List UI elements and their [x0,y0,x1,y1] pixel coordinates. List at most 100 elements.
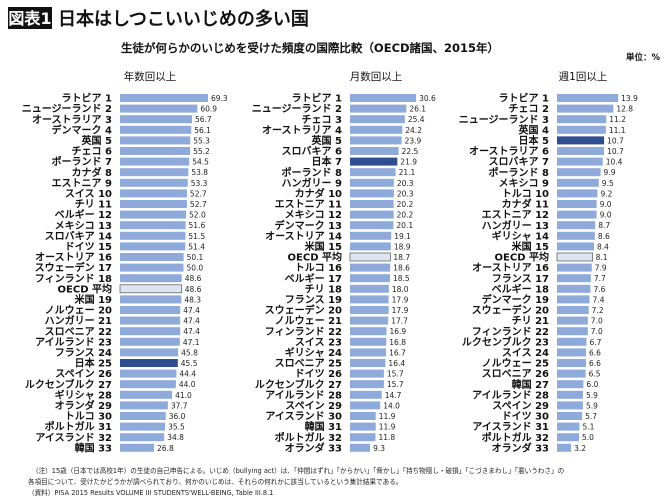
value-label: 9.9 [604,168,616,177]
country-label: ルクセンブルク 23 [462,335,549,348]
value-label: 18.5 [393,274,410,283]
bar [557,94,619,102]
country-label: 日本 7 [312,155,342,168]
bar-oecd-average [349,252,391,262]
country-label: ポーランド 8 [489,166,549,179]
value-label: 15.7 [387,370,404,379]
country-label: アイスランド 31 [472,421,549,433]
bar [350,412,376,420]
value-label: 54.5 [192,158,209,167]
country-label: ギリシャ 14 [492,229,549,242]
bar [350,422,376,431]
bar [120,401,168,410]
country-label: エストニア 11 [275,199,342,211]
country-label: フィンランド 22 [472,326,549,338]
value-label: 53.3 [191,179,208,188]
value-label: 21.1 [399,168,416,177]
country-label: アイルランド 28 [265,389,342,401]
country-label: デンマーク 13 [275,219,342,232]
value-label: 15.7 [387,380,404,389]
bar [350,295,389,304]
bar [557,125,606,134]
country-label: ハンガリー 9 [282,176,342,189]
country-label: スロバキア 6 [282,146,342,158]
bar [120,231,186,240]
value-label: 34.8 [167,433,184,442]
country-label: チリ 11 [75,199,112,211]
country-label: トルコ 30 [65,411,112,423]
value-label: 17.7 [391,317,408,326]
value-label: 10.7 [607,147,624,156]
country-label: OECD 平均 [288,251,342,264]
country-label: カナダ 8 [72,166,112,179]
bar [120,147,191,155]
country-label: フィンランド 18 [35,273,112,285]
country-label: ポルトガル 32 [482,431,549,444]
bar [120,348,179,357]
value-label: 47.4 [183,327,200,336]
value-label: 8.1 [596,253,608,262]
country-label: ベルギー 17 [285,272,342,285]
value-label: 35.5 [168,423,185,432]
value-label: 8.7 [598,221,610,230]
country-label: スペイン 29 [285,400,342,412]
value-label: 20.2 [397,211,414,220]
bar [120,390,173,399]
country-label: スロベニア 22 [45,326,112,338]
country-label: ポーランド 7 [52,155,112,168]
value-label: 23.9 [405,136,422,145]
bar [120,200,187,208]
value-label: 3.2 [574,444,586,453]
value-label: 18.0 [392,285,409,294]
value-label: 16.7 [389,348,406,357]
bar [557,168,601,177]
country-label: ドイツ 30 [502,411,549,423]
bar [557,422,580,431]
value-label: 9.5 [602,179,614,188]
value-label: 6.6 [589,359,601,368]
bar [557,359,587,367]
value-label: 55.3 [193,136,210,145]
value-label: 7.2 [592,306,604,315]
bar [350,94,417,102]
country-label: 米国 15 [305,240,342,253]
note-line-2: 各項目について、受けたかどうかが調べられており、何かのいじめは、それらの何れかに… [28,477,402,486]
value-label: 16.8 [389,338,406,347]
value-label: 8.6 [598,232,610,241]
bar [120,422,166,431]
value-label: 11.2 [609,115,626,124]
country-label: スロバキア 14 [45,230,112,242]
bar [120,253,184,261]
country-label: カナダ 10 [295,187,342,200]
bar [557,157,603,166]
bar [120,189,187,198]
value-label: 52.0 [189,211,206,220]
bar [120,168,189,177]
country-label: ルクセンブルク 27 [255,378,342,391]
country-label: ポルトガル 31 [45,420,112,433]
value-label: 26.8 [157,444,174,453]
bar [557,412,583,420]
value-label: 20.1 [396,221,413,230]
country-label: オランダ 33 [492,441,549,454]
value-label: 9.0 [600,211,612,220]
value-label: 13.9 [621,94,638,103]
bar [557,284,591,293]
bar [350,433,376,442]
value-label: 51.4 [188,242,205,251]
bar [557,316,588,325]
value-label: 6.0 [586,380,598,389]
value-label: 56.7 [195,115,212,124]
value-label: 69.3 [211,94,228,103]
source-line: （資料）PISA 2015 Results VOLUME III STUDENT… [28,488,273,497]
value-label: 6.6 [589,348,601,357]
country-label: スペイン 26 [55,368,112,380]
panel-title: 年数回以上 [124,70,177,83]
bar [120,104,198,113]
bar [557,443,572,452]
value-label: 55.2 [193,147,210,156]
country-label: デンマーク 19 [482,293,549,306]
bar [557,231,595,240]
bar [557,295,590,304]
country-label: エストニア 12 [482,209,549,221]
